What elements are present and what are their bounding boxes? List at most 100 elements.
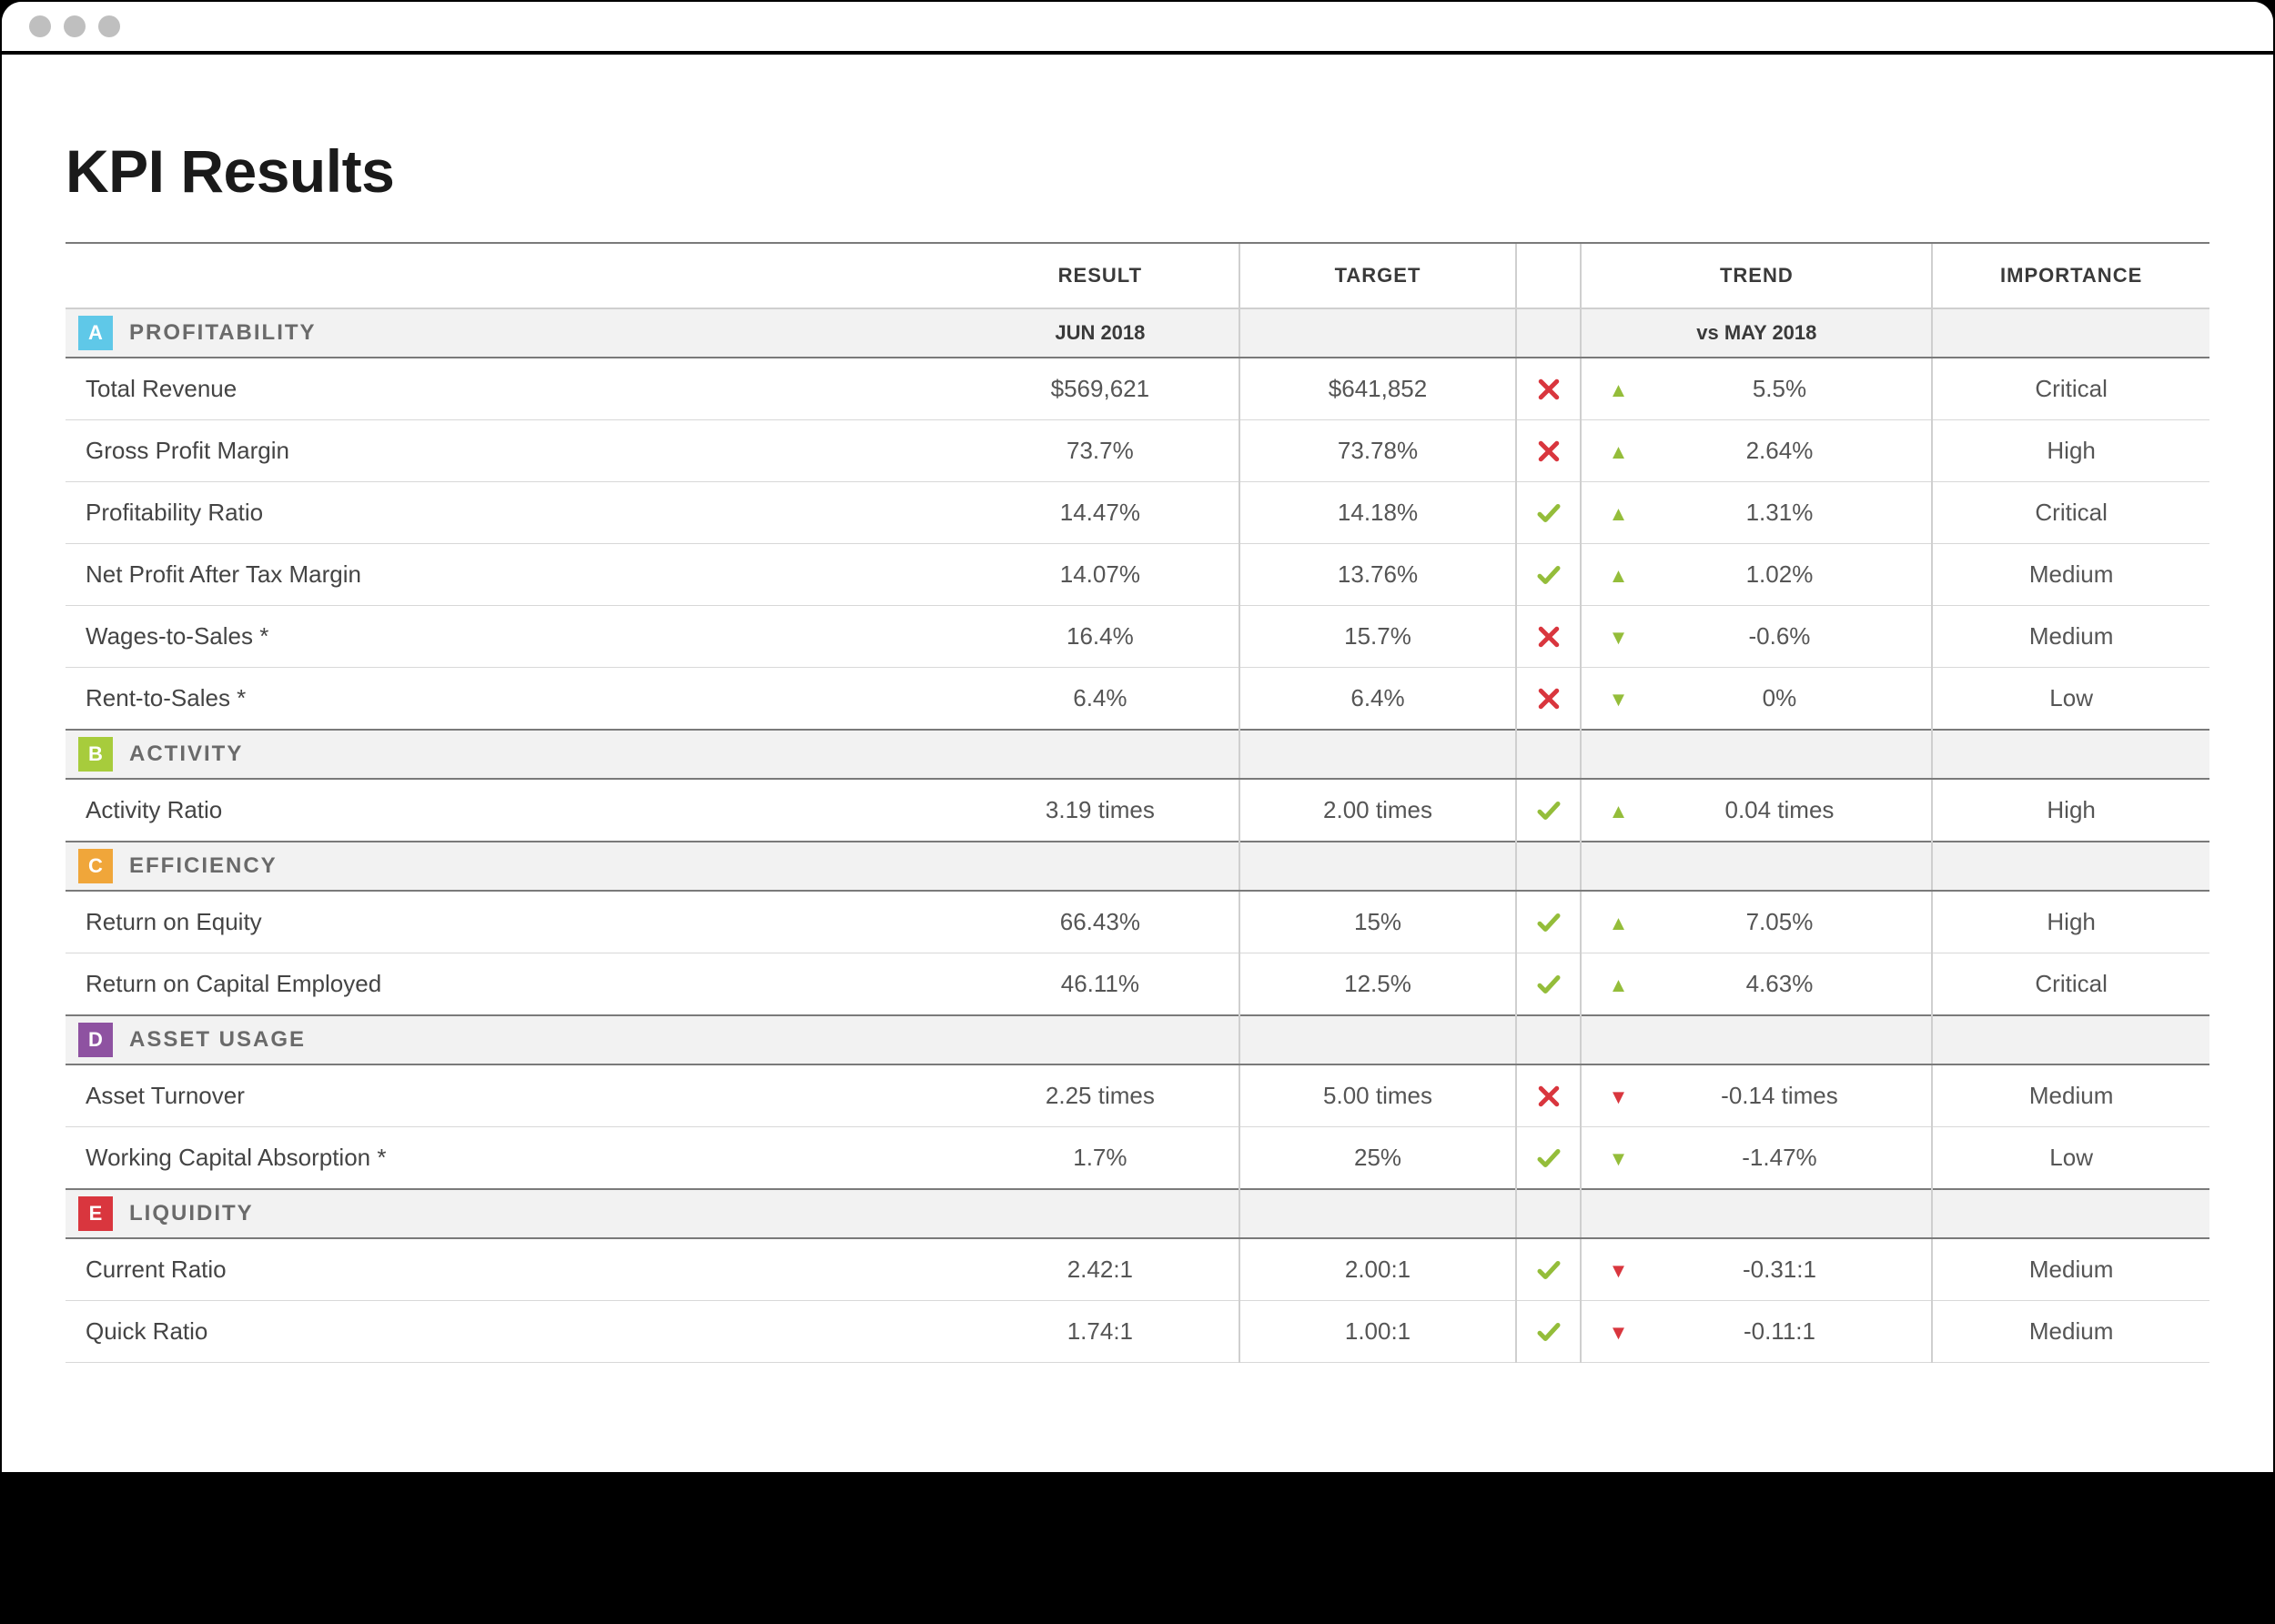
kpi-importance: Low	[1932, 1127, 2209, 1190]
section-result-header	[962, 1189, 1239, 1238]
trend-down-icon: ▼	[1609, 1085, 1629, 1108]
section-header: DASSET USAGE	[66, 1015, 2209, 1064]
col-header-status	[1516, 243, 1581, 308]
kpi-trend-value: 2.64%	[1655, 420, 1933, 482]
kpi-importance: High	[1932, 891, 2209, 953]
trend-down-icon: ▼	[1609, 688, 1629, 711]
kpi-status-pass-icon	[1516, 544, 1581, 606]
kpi-name: Asset Turnover	[66, 1064, 962, 1127]
kpi-row: Asset Turnover2.25 times5.00 times▼-0.14…	[66, 1064, 2209, 1127]
kpi-name: Return on Capital Employed	[66, 953, 962, 1016]
kpi-status-pass-icon	[1516, 891, 1581, 953]
section-header: B ACTIVITY	[66, 730, 2209, 779]
kpi-status-pass-icon	[1516, 779, 1581, 842]
kpi-row: Current Ratio2.42:12.00:1 ▼ -0.31:1Medium	[66, 1238, 2209, 1301]
col-header-trend: TREND	[1581, 243, 1932, 308]
kpi-importance: Medium	[1932, 1301, 2209, 1363]
section-badge: B	[78, 737, 113, 772]
kpi-name: Return on Equity	[66, 891, 962, 953]
kpi-name: Quick Ratio	[66, 1301, 962, 1363]
kpi-result: 16.4%	[962, 606, 1239, 668]
trend-up-icon: ▲	[1609, 440, 1629, 463]
kpi-result: 14.47%	[962, 482, 1239, 544]
window-minimize-button[interactable]	[64, 15, 86, 37]
kpi-row: Net Profit After Tax Margin14.07%13.76%▲…	[66, 544, 2209, 606]
kpi-trend-value: 1.31%	[1655, 482, 1933, 544]
kpi-trend-value: 1.02%	[1655, 544, 1933, 606]
kpi-result: 1.74:1	[962, 1301, 1239, 1363]
col-header-importance: IMPORTANCE	[1932, 243, 2209, 308]
section-trend-header: vs MAY 2018	[1581, 308, 1932, 358]
kpi-trend-direction: ▼	[1581, 1127, 1654, 1190]
kpi-trend-value: -0.6%	[1655, 606, 1933, 668]
kpi-name: Net Profit After Tax Margin	[66, 544, 962, 606]
kpi-target: 6.4%	[1239, 668, 1517, 731]
section-title: LIQUIDITY	[129, 1201, 254, 1226]
kpi-trend-value: 4.63%	[1655, 953, 1933, 1016]
kpi-target: 25%	[1239, 1127, 1517, 1190]
kpi-trend-direction: ▼	[1581, 1301, 1654, 1363]
kpi-table: RESULT TARGET TREND IMPORTANCE APROFITAB…	[66, 242, 2209, 1363]
kpi-result: 46.11%	[962, 953, 1239, 1016]
kpi-row: Return on Equity66.43%15%▲7.05%High	[66, 891, 2209, 953]
kpi-importance: Critical	[1932, 482, 2209, 544]
kpi-row: Gross Profit Margin73.7%73.78%▲2.64%High	[66, 420, 2209, 482]
col-header-target: TARGET	[1239, 243, 1517, 308]
col-header-name	[66, 243, 962, 308]
kpi-result: 2.42:1	[962, 1238, 1239, 1301]
kpi-status-fail-icon	[1516, 358, 1581, 420]
kpi-trend-value: -0.14 times	[1655, 1064, 1933, 1127]
kpi-name: Profitability Ratio	[66, 482, 962, 544]
kpi-name: Wages-to-Sales *	[66, 606, 962, 668]
trend-up-icon: ▲	[1609, 378, 1629, 401]
kpi-status-fail-icon	[1516, 1064, 1581, 1127]
section-title: ACTIVITY	[129, 741, 243, 767]
trend-down-icon: ▼	[1609, 1259, 1629, 1282]
kpi-name: Activity Ratio	[66, 779, 962, 842]
kpi-trend-direction: ▲	[1581, 953, 1654, 1016]
kpi-status-pass-icon	[1516, 1127, 1581, 1190]
kpi-trend-direction: ▼	[1581, 668, 1654, 731]
kpi-row: Wages-to-Sales *16.4%15.7%▼-0.6%Medium	[66, 606, 2209, 668]
kpi-row: Total Revenue$569,621$641,852▲5.5%Critic…	[66, 358, 2209, 420]
kpi-result: 73.7%	[962, 420, 1239, 482]
kpi-trend-value: -0.31:1	[1655, 1238, 1933, 1301]
trend-up-icon: ▲	[1609, 912, 1629, 934]
trend-down-icon: ▼	[1609, 1321, 1629, 1344]
kpi-target: 14.18%	[1239, 482, 1517, 544]
kpi-trend-value: -1.47%	[1655, 1127, 1933, 1190]
kpi-trend-value: 5.5%	[1655, 358, 1933, 420]
kpi-row: Activity Ratio3.19 times2.00 times▲0.04 …	[66, 779, 2209, 842]
section-trend-header	[1581, 730, 1932, 779]
kpi-target: 1.00:1	[1239, 1301, 1517, 1363]
kpi-name: Rent-to-Sales *	[66, 668, 962, 731]
section-header: APROFITABILITYJUN 2018vs MAY 2018	[66, 308, 2209, 358]
kpi-status-pass-icon	[1516, 1301, 1581, 1363]
kpi-importance: Low	[1932, 668, 2209, 731]
kpi-result: 66.43%	[962, 891, 1239, 953]
kpi-row: Quick Ratio1.74:11.00:1 ▼ -0.11:1Medium	[66, 1301, 2209, 1363]
kpi-name: Current Ratio	[66, 1238, 962, 1301]
kpi-importance: Critical	[1932, 358, 2209, 420]
kpi-target: 2.00:1	[1239, 1238, 1517, 1301]
kpi-target: 12.5%	[1239, 953, 1517, 1016]
window-close-button[interactable]	[29, 15, 51, 37]
section-title: PROFITABILITY	[129, 320, 317, 346]
kpi-importance: Medium	[1932, 544, 2209, 606]
kpi-status-fail-icon	[1516, 420, 1581, 482]
kpi-name: Total Revenue	[66, 358, 962, 420]
kpi-trend-value: -0.11:1	[1655, 1301, 1933, 1363]
section-badge: E	[78, 1196, 113, 1231]
section-title: EFFICIENCY	[129, 853, 278, 879]
window-zoom-button[interactable]	[98, 15, 120, 37]
kpi-importance: Medium	[1932, 1238, 2209, 1301]
kpi-status-fail-icon	[1516, 668, 1581, 731]
kpi-row: Working Capital Absorption *1.7%25%▼-1.4…	[66, 1127, 2209, 1190]
section-title: ASSET USAGE	[129, 1027, 306, 1053]
trend-up-icon: ▲	[1609, 502, 1629, 525]
kpi-importance: Medium	[1932, 606, 2209, 668]
kpi-name: Working Capital Absorption *	[66, 1127, 962, 1190]
kpi-trend-direction: ▲	[1581, 891, 1654, 953]
kpi-status-pass-icon	[1516, 1238, 1581, 1301]
kpi-row: Return on Capital Employed46.11%12.5% ▲4.…	[66, 953, 2209, 1016]
